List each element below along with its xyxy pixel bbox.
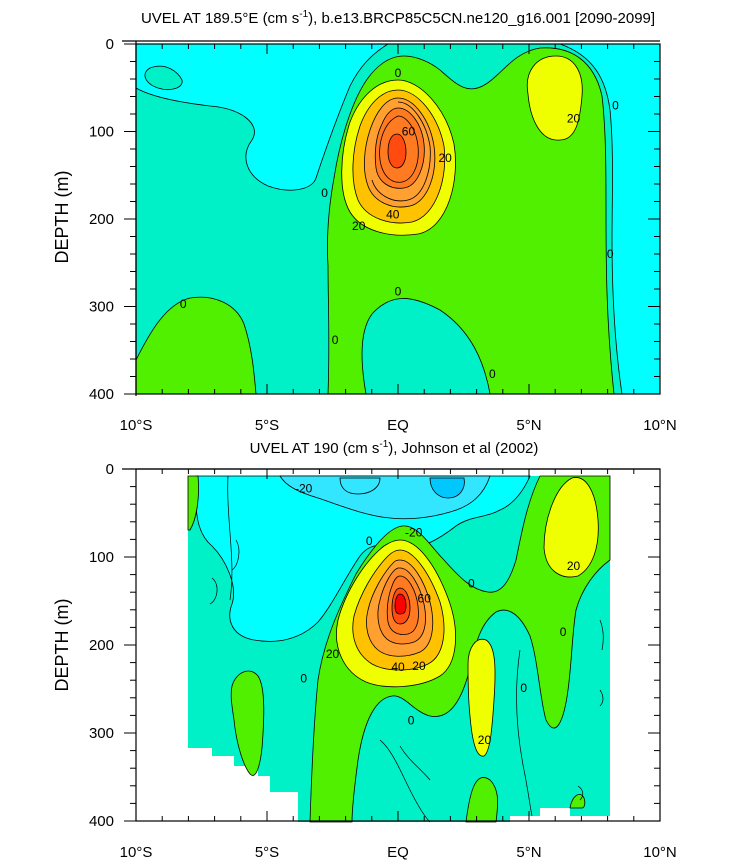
top-zone-20-east (526, 55, 583, 141)
top-x-tick-label: 5°N (516, 417, 541, 434)
top-zone-neg10-east (559, 43, 661, 395)
bottom-zone-10-se2 (569, 794, 586, 809)
bottom-contour-label: 60 (418, 591, 432, 605)
bottom-contour-label: 20 (567, 559, 581, 573)
bottom-contour-label: 0 (366, 534, 373, 548)
bottom-contour-label: 0 (468, 576, 475, 590)
top-chart-title: UVEL AT 189.5°E (cm s-1), b.e13.BRCP85C5… (141, 9, 655, 27)
top-contour-label: 0 (180, 297, 187, 311)
top-y-axis-label: DEPTH (m) (52, 171, 72, 264)
bottom-contour-lines (209, 475, 604, 823)
top-x-tick-label: 5°S (255, 417, 279, 434)
bottom-contour-label: -20 (405, 525, 423, 539)
bottom-y-tick-label: 400 (89, 813, 114, 830)
bottom-y-tick-label: 300 (89, 725, 114, 742)
top-contour-label: 0 (332, 333, 339, 347)
top-contour-label: 0 (612, 98, 619, 112)
bottom-contour-label: 20 (478, 733, 492, 747)
top-contour-label: 20 (352, 219, 366, 233)
bottom-x-tick-label: EQ (387, 844, 409, 861)
top-y-tick-label: 200 (89, 211, 114, 228)
top-contour-label: 20 (438, 151, 452, 165)
bottom-x-ticks: 10°S 5°S EQ 5°N 10°N (120, 469, 677, 861)
bottom-zone-neg30 (429, 477, 465, 499)
top-y-tick-label: 400 (89, 386, 114, 403)
top-zone-0-blob (144, 65, 183, 90)
top-x-ticks: 10°S 5°S EQ 5°N 10°N (120, 44, 677, 434)
top-contour-label: 60 (402, 125, 416, 139)
bottom-contour-label: 20 (326, 647, 340, 661)
bottom-zone-20-east (543, 477, 599, 578)
bottom-contour-label: 20 (412, 659, 426, 673)
bottom-contour-label: 0 (408, 714, 415, 728)
bottom-zone-neg30b (339, 477, 381, 495)
bottom-x-tick-label: 10°N (643, 844, 677, 861)
bottom-contour-label: 0 (520, 681, 527, 695)
top-y-tick-label: 300 (89, 299, 114, 316)
top-zone-neg10-west (135, 43, 390, 191)
bottom-zone-neg10 (195, 475, 531, 642)
top-y-tick-label: 0 (106, 36, 114, 53)
top-contour-label: 20 (567, 111, 581, 125)
top-zone-70 (387, 133, 407, 169)
bottom-contour-label: -20 (295, 481, 313, 495)
top-contour-labels: 0 0 20 60 20 0 40 20 0 0 0 0 0 (180, 66, 619, 381)
top-contour-label: 0 (489, 367, 496, 381)
bottom-zone-10-sw (230, 670, 265, 776)
bottom-zone-20-mid (467, 638, 496, 757)
bottom-y-tick-label: 100 (89, 549, 114, 566)
bottom-x-tick-label: 10°S (120, 844, 153, 861)
top-contour-lines (371, 101, 431, 202)
top-x-tick-label: 10°N (643, 417, 677, 434)
bottom-x-tick-label: 5°S (255, 844, 279, 861)
bottom-contour-labels: -20 -20 0 20 0 60 0 20 40 20 0 0 20 0 (295, 481, 581, 747)
top-panel: UVEL AT 189.5°E (cm s-1), b.e13.BRCP85C5… (52, 9, 677, 434)
top-y-tick-label: 100 (89, 124, 114, 141)
bottom-zone-10-west (187, 475, 199, 531)
bottom-x-tick-label: 5°N (516, 844, 541, 861)
bottom-contour-label: 0 (300, 671, 307, 685)
bottom-y-axis-label: DEPTH (m) (52, 599, 72, 692)
bottom-y-tick-label: 200 (89, 637, 114, 654)
bottom-contour-label: 0 (560, 625, 567, 639)
top-x-tick-label: EQ (387, 417, 409, 434)
bottom-chart-title: UVEL AT 190 (cm s-1), Johnson et al (200… (250, 439, 539, 457)
top-contour-label: 0 (395, 66, 402, 80)
top-zone-10-sw (135, 296, 257, 395)
top-contour-label: 0 (607, 247, 614, 261)
top-contour-label: 0 (395, 285, 402, 299)
bottom-zone-80 (394, 593, 407, 615)
bottom-panel: UVEL AT 190 (cm s-1), Johnson et al (200… (52, 439, 677, 861)
bottom-contour-label: 40 (391, 660, 405, 674)
bottom-zone-10-se (465, 777, 499, 823)
top-contour-label: 40 (386, 208, 400, 222)
top-x-tick-label: 10°S (120, 417, 153, 434)
top-contour-label: 0 (321, 186, 328, 200)
bottom-y-tick-label: 0 (106, 461, 114, 478)
